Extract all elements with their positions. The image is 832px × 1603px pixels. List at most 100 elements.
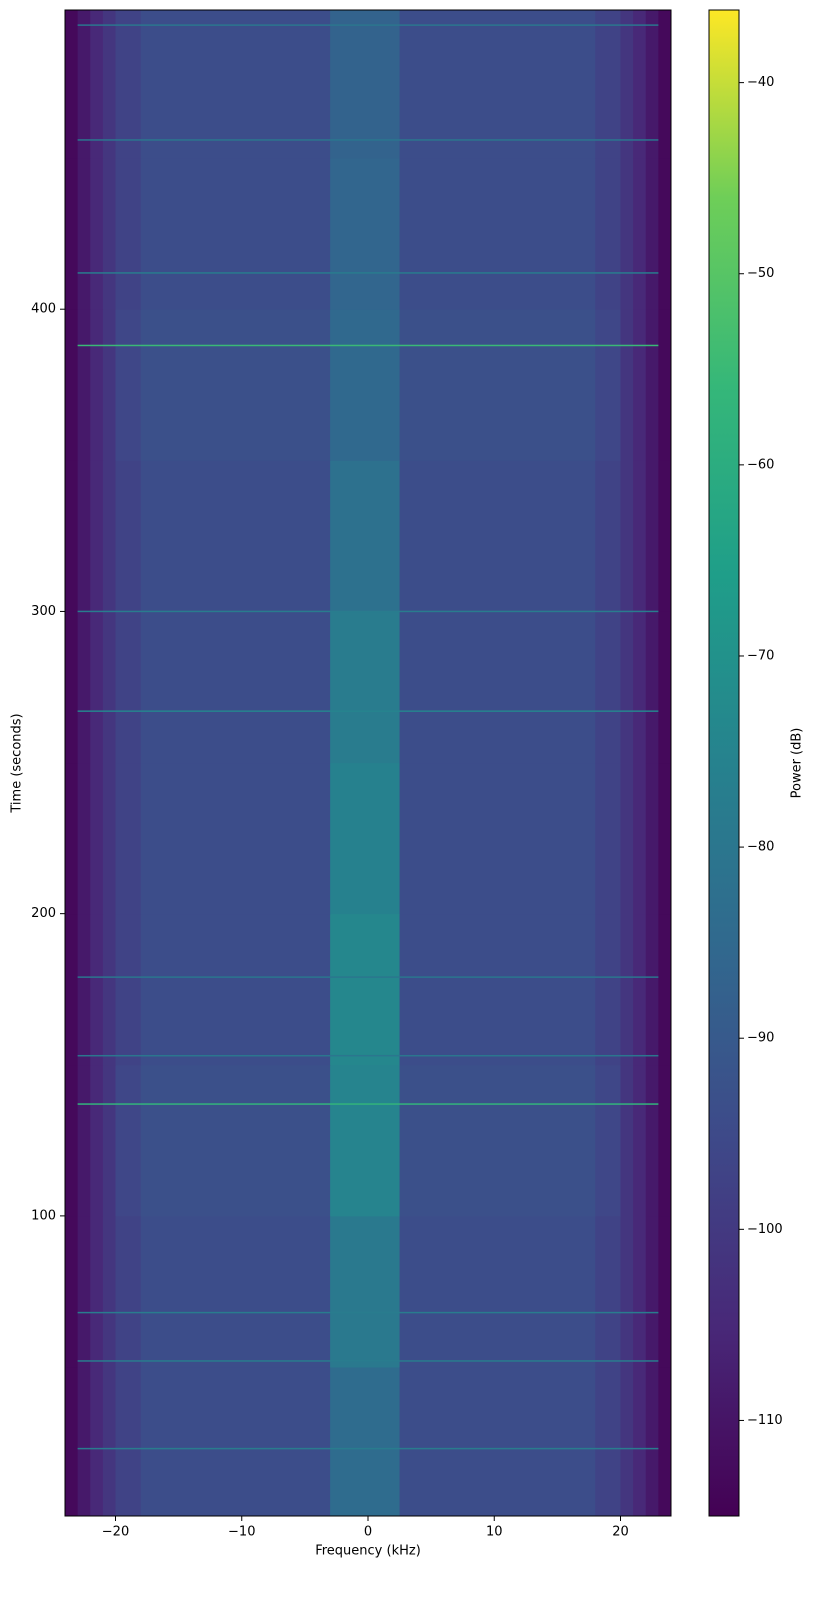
heatmap-cell xyxy=(645,611,659,764)
heatmap-cell xyxy=(645,158,659,310)
colorbar-tick-label: −80 xyxy=(747,840,774,855)
heatmap-cell xyxy=(65,10,79,159)
heatmap-cell xyxy=(620,10,634,159)
heatmap-cell xyxy=(658,158,672,310)
heatmap-cell xyxy=(633,10,647,159)
x-tick-label: −10 xyxy=(228,1525,255,1540)
heatmap-cell xyxy=(633,158,647,310)
heatmap-cell xyxy=(65,1215,79,1368)
heatmap-cell xyxy=(399,762,596,915)
heatmap-cell xyxy=(633,1215,647,1368)
heatmap-cell xyxy=(658,762,672,915)
heatmap-cell xyxy=(140,10,331,159)
heatmap-cell xyxy=(658,611,672,764)
heatmap-cell xyxy=(658,913,672,1066)
heatmap-cell xyxy=(330,460,401,612)
heatmap-cell xyxy=(645,913,659,1066)
signal-line xyxy=(77,1447,659,1450)
heatmap-cell xyxy=(77,10,91,159)
heatmap-cell xyxy=(140,460,331,612)
heatmap-cell xyxy=(90,10,104,159)
heatmap-cell xyxy=(399,611,596,764)
heatmap-cell xyxy=(633,1064,647,1217)
x-tick-label: −20 xyxy=(102,1525,129,1540)
heatmap-cell xyxy=(90,913,104,1066)
heatmap-cell xyxy=(645,1064,659,1217)
heatmap xyxy=(65,10,672,1517)
heatmap-cell xyxy=(90,460,104,612)
heatmap-cell xyxy=(399,1215,596,1368)
heatmap-cell xyxy=(330,1367,401,1517)
heatmap-cell xyxy=(65,762,79,915)
heatmap-cell xyxy=(140,611,331,764)
heatmap-cell xyxy=(65,158,79,310)
x-tick-label: 20 xyxy=(612,1525,629,1540)
heatmap-cell xyxy=(77,611,91,764)
heatmap-cell xyxy=(620,158,634,310)
y-tick-label: 300 xyxy=(31,604,56,619)
heatmap-cell xyxy=(595,460,621,612)
heatmap-cell xyxy=(645,1367,659,1517)
signal-line xyxy=(77,1054,659,1057)
heatmap-cell xyxy=(645,10,659,159)
heatmap-cell xyxy=(645,762,659,915)
heatmap-cell xyxy=(140,1064,331,1217)
heatmap-cell xyxy=(595,1064,621,1217)
heatmap-cell xyxy=(330,762,401,915)
heatmap-cell xyxy=(658,1064,672,1217)
colorbar-tick-label: −90 xyxy=(747,1031,774,1046)
heatmap-cell xyxy=(330,913,401,1066)
heatmap-cell xyxy=(645,309,659,461)
heatmap-cell xyxy=(77,1367,91,1517)
y-axis-label: Time (seconds) xyxy=(10,713,25,813)
y-tick-label: 400 xyxy=(31,302,56,317)
heatmap-cell xyxy=(330,309,401,461)
heatmap-cell xyxy=(115,762,142,915)
heatmap-cell xyxy=(77,762,91,915)
heatmap-cell xyxy=(115,1064,142,1217)
heatmap-cell xyxy=(658,1215,672,1368)
heatmap-cell xyxy=(140,1367,331,1517)
heatmap-cell xyxy=(77,913,91,1066)
heatmap-cell xyxy=(90,1215,104,1368)
heatmap-cell xyxy=(77,309,91,461)
heatmap-cell xyxy=(620,1367,634,1517)
heatmap-cell xyxy=(102,10,116,159)
heatmap-cell xyxy=(102,460,116,612)
x-tick-label: 0 xyxy=(364,1525,372,1540)
signal-line xyxy=(77,272,659,274)
colorbar-tick-label: −100 xyxy=(747,1222,783,1237)
heatmap-cell xyxy=(620,913,634,1066)
signal-line xyxy=(77,1311,659,1314)
heatmap-cell xyxy=(645,460,659,612)
heatmap-cell xyxy=(399,309,596,461)
heatmap-cell xyxy=(102,1215,116,1368)
heatmap-cell xyxy=(399,1064,596,1217)
heatmap-cell xyxy=(65,913,79,1066)
heatmap-cell xyxy=(330,1064,401,1217)
heatmap-cell xyxy=(140,913,331,1066)
heatmap-cell xyxy=(620,1215,634,1368)
heatmap-cell xyxy=(140,762,331,915)
heatmap-cell xyxy=(90,1064,104,1217)
heatmap-cell xyxy=(102,611,116,764)
signal-line xyxy=(77,344,659,347)
heatmap-cell xyxy=(102,1064,116,1217)
colorbar-tick-label: −70 xyxy=(747,648,774,663)
heatmap-cell xyxy=(90,158,104,310)
heatmap-cell xyxy=(595,913,621,1066)
heatmap-cell xyxy=(90,762,104,915)
heatmap-cell xyxy=(115,1367,142,1517)
heatmap-cell xyxy=(633,611,647,764)
colorbar-tick-label: −110 xyxy=(747,1413,783,1428)
heatmap-cell xyxy=(645,1215,659,1368)
heatmap-cell xyxy=(77,460,91,612)
heatmap-cell xyxy=(595,1367,621,1517)
heatmap-cell xyxy=(633,913,647,1066)
heatmap-cell xyxy=(633,762,647,915)
colorbar-label: Power (dB) xyxy=(790,728,805,799)
heatmap-cell xyxy=(330,158,401,310)
heatmap-cell xyxy=(140,158,331,310)
signal-line xyxy=(77,24,659,26)
heatmap-cell xyxy=(115,10,142,159)
